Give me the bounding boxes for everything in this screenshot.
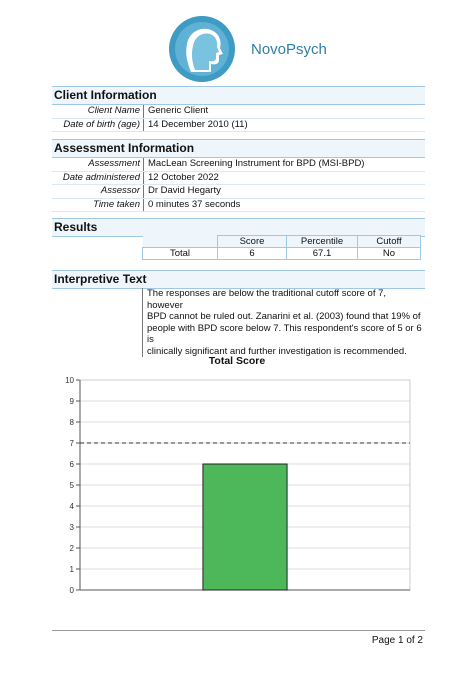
y-tick-label: 3: [70, 523, 75, 532]
percentile-column-header: Percentile: [286, 235, 358, 248]
row-label: Total: [142, 247, 218, 260]
page-number: Page 1 of 2: [371, 635, 423, 646]
y-tick-label: 4: [70, 502, 75, 511]
assessment-information-section: Assessment Information Assessment MacLea…: [52, 139, 425, 212]
results-table: Score Percentile Cutoff Total 6 67.1 No: [142, 235, 421, 260]
y-tick-label: 10: [65, 376, 74, 385]
client-row: Date of birth (age) 14 December 2010 (11…: [52, 118, 425, 132]
y-tick-label: 6: [70, 460, 75, 469]
assessment-row: Assessor Dr David Hegarty: [52, 185, 425, 199]
client-row: Client Name Generic Client: [52, 105, 425, 119]
assessment-information-heading: Assessment Information: [52, 139, 425, 158]
y-tick-label: 7: [70, 439, 75, 448]
footer-divider: [52, 630, 425, 631]
cutoff-column-header: Cutoff: [357, 235, 421, 248]
results-section: Results Score Percentile Cutoff Total 6 …: [52, 218, 425, 264]
table-row: Total 6 67.1 No: [142, 247, 421, 260]
time-taken-value: 0 minutes 37 seconds: [148, 198, 241, 210]
head-silhouette-logo-icon: [169, 16, 235, 82]
score-cell: 6: [217, 247, 287, 260]
date-administered-label: Date administered: [52, 171, 144, 184]
y-tick-label: 2: [70, 544, 75, 553]
date-administered-value: 12 October 2022: [148, 171, 219, 183]
assessor-label: Assessor: [52, 185, 144, 198]
total-score-chart: 0 1 2 3 4 5 6 7 8 9 10: [65, 376, 411, 595]
client-information-heading: Client Information: [52, 86, 425, 105]
interpretive-line: people with BPD score below 7. This resp…: [147, 322, 422, 346]
dob-value: 14 December 2010 (11): [148, 118, 248, 130]
chart-title: Total Score: [208, 355, 266, 367]
y-tick-label: 0: [70, 586, 75, 595]
assessment-row: Date administered 12 October 2022: [52, 171, 425, 185]
y-tick-label: 5: [70, 481, 75, 490]
y-tick-label: 1: [70, 565, 75, 574]
y-tick-label: 8: [70, 418, 75, 427]
bar: [202, 463, 288, 591]
assessment-row: Time taken 0 minutes 37 seconds: [52, 198, 425, 212]
client-information-section: Client Information Client Name Generic C…: [52, 86, 425, 132]
assessment-row: Assessment MacLean Screening Instrument …: [52, 158, 425, 172]
assessment-label: Assessment: [52, 158, 144, 171]
cutoff-cell: No: [357, 247, 421, 260]
percentile-cell: 67.1: [286, 247, 358, 260]
assessor-value: Dr David Hegarty: [148, 185, 221, 196]
interpretive-text-section: Interpretive Text The responses are belo…: [52, 270, 425, 357]
interpretive-line: clinically significant and further inves…: [147, 345, 407, 357]
interpretive-paragraph: The responses are below the traditional …: [142, 288, 423, 357]
time-taken-label: Time taken: [52, 198, 144, 211]
brand-name: NovoPsych: [251, 41, 327, 58]
score-column-header: Score: [217, 235, 287, 248]
dob-label: Date of birth (age): [52, 118, 144, 131]
client-name-value: Generic Client: [148, 105, 209, 116]
interpretive-text-heading: Interpretive Text: [52, 270, 425, 289]
y-tick-label: 9: [70, 397, 75, 406]
interpretive-line: BPD cannot be ruled out. Zanarini et al.…: [147, 311, 421, 322]
client-name-label: Client Name: [52, 105, 144, 118]
assessment-value: MacLean Screening Instrument for BPD (MS…: [148, 158, 365, 169]
interpretive-line: The responses are below the traditional …: [147, 288, 387, 311]
table-header-row: Score Percentile Cutoff: [142, 235, 421, 248]
